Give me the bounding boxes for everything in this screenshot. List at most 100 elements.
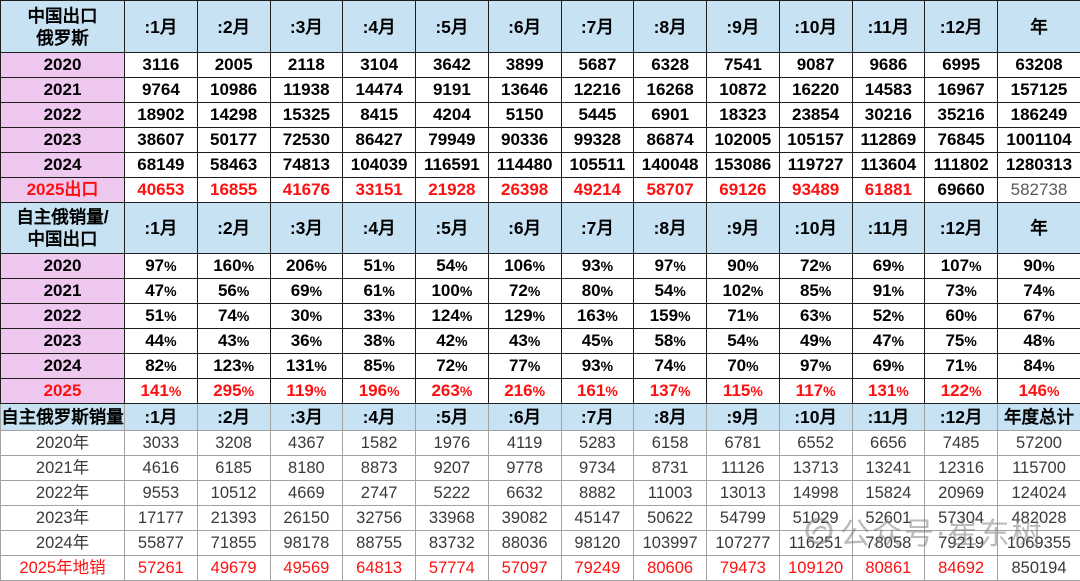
percent-sign: % bbox=[823, 383, 836, 399]
value-cell: 114480 bbox=[487, 152, 562, 178]
row-label-cell: 2024 bbox=[0, 353, 125, 379]
value-cell: 30216 bbox=[851, 102, 926, 128]
value-cell: 196% bbox=[342, 378, 416, 404]
value-cell: 38% bbox=[342, 328, 416, 354]
month-header-cell: :10月 bbox=[778, 202, 853, 254]
value-cell: 5687 bbox=[560, 52, 635, 78]
header-label-line: 俄罗斯 bbox=[36, 27, 89, 48]
table-row: 2021 9764 10986 11938 14474 9191 13646 12216 162… bbox=[0, 77, 1080, 103]
month-header-cell: :4月 bbox=[342, 0, 416, 53]
value-cell: 58463 bbox=[196, 152, 271, 178]
value-cell: 5222 bbox=[415, 480, 489, 506]
table-row: 2021年 4616 6185 8180 8873 9207 9778 9734 8731 111… bbox=[0, 455, 1080, 481]
value-cell: 54% bbox=[633, 278, 707, 304]
row-label-cell: 2021 bbox=[0, 278, 125, 304]
value-cell: 74% bbox=[633, 353, 707, 379]
value-cell: 20969 bbox=[924, 480, 998, 506]
total-cell: 157125 bbox=[997, 77, 1080, 103]
percent-sign: % bbox=[746, 258, 759, 274]
percent-sign: % bbox=[168, 383, 182, 399]
month-header-cell: :6月 bbox=[487, 202, 562, 254]
header-row: 自主俄销量/中国出口:1月:2月:3月:4月:5月:6月:7月:8月:9月:10… bbox=[0, 202, 1080, 254]
total-header-cell: 年 bbox=[997, 0, 1080, 53]
row-label-cell: 2024 bbox=[0, 152, 125, 178]
value-cell: 206% bbox=[269, 253, 344, 279]
value-cell: 86427 bbox=[342, 127, 416, 153]
value-cell: 13013 bbox=[706, 480, 780, 506]
month-header-cell: :2月 bbox=[196, 202, 271, 254]
value-cell: 5283 bbox=[560, 430, 635, 456]
value-cell: 112869 bbox=[851, 127, 926, 153]
percent-sign: % bbox=[891, 358, 905, 374]
row-label-cell: 2022 bbox=[0, 303, 125, 329]
total-cell: 1001104 bbox=[997, 127, 1080, 153]
month-header-cell: :10月 bbox=[778, 403, 853, 431]
table-row: 2023年 17177 21393 26150 32756 33968 39082 45147… bbox=[0, 505, 1080, 531]
value-cell: 8873 bbox=[342, 455, 416, 481]
value-cell: 3033 bbox=[124, 430, 198, 456]
value-cell: 79249 bbox=[560, 555, 635, 581]
value-cell: 77% bbox=[487, 353, 562, 379]
value-cell: 69126 bbox=[706, 177, 780, 203]
value-cell: 6552 bbox=[778, 430, 853, 456]
value-cell: 72530 bbox=[269, 127, 344, 153]
value-cell: 47% bbox=[124, 278, 198, 304]
value-cell: 9734 bbox=[560, 455, 635, 481]
value-cell: 38607 bbox=[124, 127, 198, 153]
month-header-cell: :4月 bbox=[342, 403, 416, 431]
value-cell: 70% bbox=[706, 353, 780, 379]
value-cell: 16268 bbox=[633, 77, 707, 103]
value-cell: 78058 bbox=[851, 530, 926, 556]
value-cell: 72% bbox=[778, 253, 853, 279]
percent-sign: % bbox=[527, 358, 541, 374]
percent-sign: % bbox=[241, 358, 255, 374]
percent-sign: % bbox=[1042, 308, 1055, 324]
percent-sign: % bbox=[746, 358, 759, 374]
section-china-export-russia: 中国出口 俄罗斯:1月:2月:3月:4月:5月:6月:7月:8月:9月:10月:1… bbox=[0, 0, 1080, 203]
value-cell: 60% bbox=[924, 303, 998, 329]
value-cell: 3104 bbox=[342, 52, 416, 78]
total-cell: 90% bbox=[997, 253, 1080, 279]
value-cell: 90336 bbox=[487, 127, 562, 153]
value-cell: 102% bbox=[706, 278, 780, 304]
month-header-cell: :2月 bbox=[196, 0, 271, 53]
value-cell: 9686 bbox=[851, 52, 926, 78]
value-cell: 49214 bbox=[560, 177, 635, 203]
value-cell: 4119 bbox=[487, 430, 562, 456]
percent-sign: % bbox=[164, 308, 177, 324]
value-cell: 116251 bbox=[778, 530, 853, 556]
month-header-cell: :9月 bbox=[706, 202, 780, 254]
value-cell: 4204 bbox=[415, 102, 489, 128]
value-cell: 15824 bbox=[851, 480, 926, 506]
month-header-cell: :12月 bbox=[924, 403, 998, 431]
month-header-cell: :8月 bbox=[633, 403, 707, 431]
value-cell: 61% bbox=[342, 278, 416, 304]
value-cell: 93% bbox=[560, 353, 635, 379]
table-row: 2022年 9553 10512 4669 2747 5222 6632 8882 11003 1… bbox=[0, 480, 1080, 506]
table-row: 2022 51% 74% 30% 33% 124% 129% 163% 159% 71% 63% 52… bbox=[0, 303, 1080, 329]
percent-sign: % bbox=[1042, 258, 1055, 274]
table-row: 2024 82% 123% 131% 85% 72% 77% 93% 74% 70% 97% 69% 7… bbox=[0, 353, 1080, 379]
row-label-cell: 2023 bbox=[0, 127, 125, 153]
percent-sign: % bbox=[532, 258, 546, 274]
percent-sign: % bbox=[678, 308, 691, 324]
value-cell: 295% bbox=[196, 378, 271, 404]
value-cell: 11126 bbox=[706, 455, 780, 481]
percent-sign: % bbox=[459, 283, 473, 299]
value-cell: 10512 bbox=[196, 480, 271, 506]
value-cell: 9778 bbox=[487, 455, 562, 481]
value-cell: 10872 bbox=[706, 77, 780, 103]
month-header-cell: :4月 bbox=[342, 202, 416, 254]
percent-sign: % bbox=[382, 258, 395, 274]
value-cell: 72% bbox=[487, 278, 562, 304]
percent-sign: % bbox=[605, 308, 618, 324]
percent-sign: % bbox=[164, 283, 177, 299]
percent-sign: % bbox=[382, 333, 395, 349]
percent-sign: % bbox=[455, 358, 468, 374]
value-cell: 50622 bbox=[633, 505, 707, 531]
value-cell: 69660 bbox=[924, 177, 998, 203]
value-cell: 33968 bbox=[415, 505, 489, 531]
value-cell: 21393 bbox=[196, 505, 271, 531]
value-cell: 1582 bbox=[342, 430, 416, 456]
value-cell: 9553 bbox=[124, 480, 198, 506]
